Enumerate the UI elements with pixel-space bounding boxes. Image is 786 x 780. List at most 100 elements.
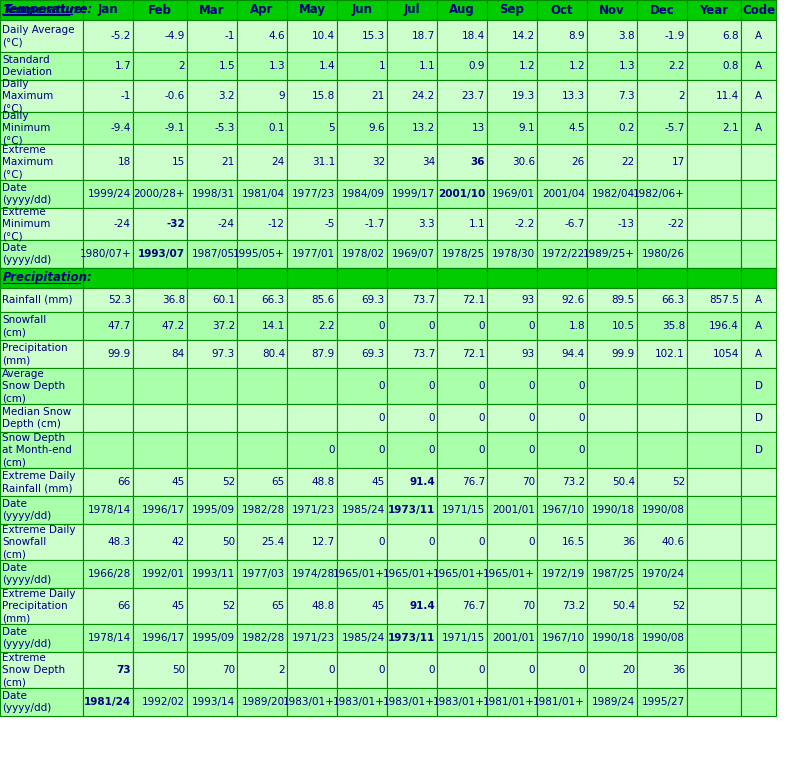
Text: 1.2: 1.2 xyxy=(568,61,585,71)
Text: -5.3: -5.3 xyxy=(215,123,235,133)
Text: 35.8: 35.8 xyxy=(662,321,685,331)
Bar xyxy=(0,20,83,52)
Bar xyxy=(487,80,537,112)
Text: 1983/01+: 1983/01+ xyxy=(384,697,435,707)
Bar xyxy=(437,112,487,144)
Bar xyxy=(133,588,187,624)
Bar xyxy=(237,52,287,80)
Text: 1965/01+: 1965/01+ xyxy=(384,569,435,579)
Text: 36.8: 36.8 xyxy=(162,295,185,305)
Bar xyxy=(587,368,637,404)
Text: 91.4: 91.4 xyxy=(410,477,435,487)
Text: 1990/08: 1990/08 xyxy=(642,505,685,515)
Bar xyxy=(687,112,741,144)
Text: 1965/01+: 1965/01+ xyxy=(333,569,385,579)
Text: 0: 0 xyxy=(479,665,485,675)
Text: 0: 0 xyxy=(578,413,585,423)
Bar xyxy=(687,80,741,112)
Text: Median Snow
Depth (cm): Median Snow Depth (cm) xyxy=(2,407,72,429)
Bar xyxy=(0,288,83,312)
Text: 0: 0 xyxy=(479,537,485,547)
Text: 32: 32 xyxy=(372,157,385,167)
Text: 45: 45 xyxy=(172,477,185,487)
Bar xyxy=(133,624,187,652)
Bar xyxy=(337,524,387,560)
Text: 2.1: 2.1 xyxy=(722,123,739,133)
Text: 1993/11: 1993/11 xyxy=(192,569,235,579)
Bar xyxy=(637,288,687,312)
Text: -24: -24 xyxy=(218,219,235,229)
Text: 1998/31: 1998/31 xyxy=(192,189,235,199)
Text: 24: 24 xyxy=(272,157,285,167)
Bar xyxy=(83,468,133,496)
Bar xyxy=(237,20,287,52)
Bar xyxy=(0,112,83,144)
Text: Extreme Daily
Precipitation
(mm): Extreme Daily Precipitation (mm) xyxy=(2,589,75,623)
Bar xyxy=(587,180,637,208)
Text: 76.7: 76.7 xyxy=(461,601,485,611)
Bar xyxy=(337,144,387,180)
Text: Date
(yyyy/dd): Date (yyyy/dd) xyxy=(2,627,51,649)
Text: 1977/03: 1977/03 xyxy=(242,569,285,579)
Text: -9.1: -9.1 xyxy=(164,123,185,133)
Text: 1974/28: 1974/28 xyxy=(292,569,335,579)
Text: 2.2: 2.2 xyxy=(318,321,335,331)
Bar xyxy=(83,588,133,624)
Bar xyxy=(287,288,337,312)
Bar xyxy=(587,112,637,144)
Text: 13.3: 13.3 xyxy=(562,91,585,101)
Text: -1: -1 xyxy=(225,31,235,41)
Bar xyxy=(337,208,387,240)
Text: 18.4: 18.4 xyxy=(461,31,485,41)
Bar xyxy=(0,180,83,208)
Text: 66.3: 66.3 xyxy=(662,295,685,305)
Bar xyxy=(741,312,776,340)
Text: -2.2: -2.2 xyxy=(515,219,535,229)
Bar xyxy=(487,624,537,652)
Bar xyxy=(387,524,437,560)
Bar xyxy=(741,688,776,716)
Text: Sep: Sep xyxy=(500,3,524,16)
Bar xyxy=(587,404,637,432)
Bar xyxy=(587,468,637,496)
Bar xyxy=(237,208,287,240)
Bar xyxy=(537,112,587,144)
Text: 73.7: 73.7 xyxy=(412,349,435,359)
Text: 1982/06+: 1982/06+ xyxy=(634,189,685,199)
Bar xyxy=(637,144,687,180)
Bar xyxy=(337,432,387,468)
Bar xyxy=(337,468,387,496)
Text: 1981/04: 1981/04 xyxy=(242,189,285,199)
Text: Dec: Dec xyxy=(649,3,674,16)
Text: A: A xyxy=(755,349,762,359)
Bar xyxy=(387,588,437,624)
Bar xyxy=(0,524,83,560)
Bar xyxy=(437,180,487,208)
Text: 2000/28+: 2000/28+ xyxy=(134,189,185,199)
Bar xyxy=(237,560,287,588)
Bar xyxy=(587,268,637,288)
Bar xyxy=(487,0,537,20)
Bar xyxy=(83,688,133,716)
Text: 21: 21 xyxy=(222,157,235,167)
Bar xyxy=(437,496,487,524)
Text: 66: 66 xyxy=(118,601,131,611)
Text: 0: 0 xyxy=(428,665,435,675)
Text: 50: 50 xyxy=(172,665,185,675)
Text: 1972/22: 1972/22 xyxy=(542,249,585,259)
Bar xyxy=(187,468,237,496)
Text: Snow Depth
at Month-end
(cm): Snow Depth at Month-end (cm) xyxy=(2,433,72,467)
Bar xyxy=(133,80,187,112)
Bar xyxy=(287,0,337,20)
Bar xyxy=(587,496,637,524)
Bar xyxy=(637,404,687,432)
Bar xyxy=(337,288,387,312)
Bar xyxy=(337,312,387,340)
Bar xyxy=(337,20,387,52)
Text: 1.7: 1.7 xyxy=(115,61,131,71)
Bar xyxy=(0,52,83,80)
Bar xyxy=(487,432,537,468)
Bar xyxy=(237,432,287,468)
Bar xyxy=(587,80,637,112)
Text: 2001/01: 2001/01 xyxy=(492,505,535,515)
